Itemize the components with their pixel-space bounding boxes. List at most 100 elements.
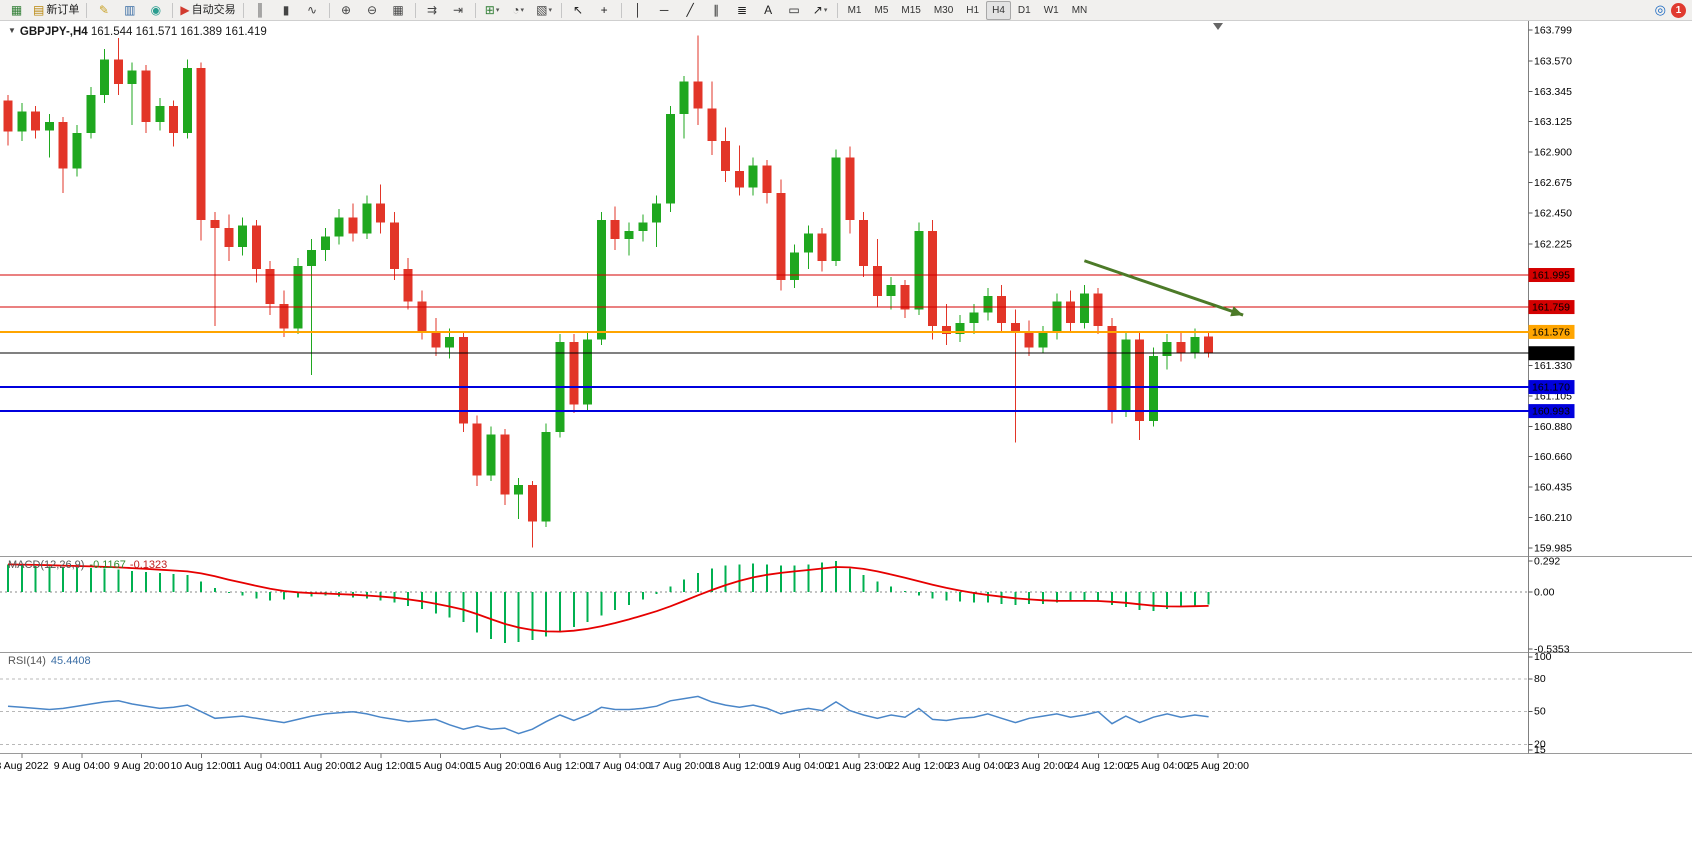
timeframe-m15-button[interactable]: M15 — [901, 4, 921, 16]
trendline-tool-button[interactable]: ╱ — [678, 0, 703, 20]
timeframe-w1-button[interactable]: W1 — [1043, 4, 1059, 16]
horizontal-line-tool-button[interactable]: ─ — [652, 0, 677, 20]
auto-trading-button[interactable]: ▶ 自动交易 — [177, 0, 238, 20]
arrows-tool-button[interactable]: ↗ ▾ — [808, 0, 833, 20]
chart-shift-button[interactable]: ⇥ — [446, 0, 471, 20]
label-tool-button[interactable]: ▭ — [782, 0, 807, 20]
search-icon[interactable]: ◎ — [1654, 2, 1666, 17]
timeframe-h1-button[interactable]: H1 — [966, 4, 980, 16]
rsi-indicator-label: RSI(14) 45.4408 — [8, 655, 91, 667]
svg-text:24 Aug 12:00: 24 Aug 12:00 — [1067, 760, 1129, 772]
svg-text:23 Aug 04:00: 23 Aug 04:00 — [948, 760, 1010, 772]
one-click-trading-toggle[interactable]: ▼ — [8, 26, 16, 35]
data-window-button[interactable]: ▥ — [117, 0, 142, 20]
crosshair-button[interactable]: + — [592, 0, 617, 20]
svg-text:11 Aug 04:00: 11 Aug 04:00 — [231, 760, 292, 772]
macd-signal-line — [7, 563, 1209, 633]
svg-text:15 Aug 04:00: 15 Aug 04:00 — [410, 760, 472, 772]
zoom-in-button[interactable]: ⊕ — [334, 0, 359, 20]
metaeditor-button[interactable]: ✎ — [91, 0, 116, 20]
rsi-name: RSI(14) — [8, 655, 46, 667]
price-tag-161.419: 161.419 — [1528, 346, 1575, 361]
candlestick-mode-button[interactable]: ▮ — [274, 0, 299, 20]
toolbar-separator — [86, 2, 88, 18]
toolbar-separator — [328, 2, 330, 18]
timeframe-h4-button[interactable]: H4 — [986, 0, 1011, 20]
fibonacci-tool-button[interactable]: ≣ — [730, 0, 755, 20]
chart-shift-marker[interactable] — [1213, 23, 1223, 30]
toolbar-separator — [172, 2, 174, 18]
indicators-dropdown-caret[interactable]: ▾ — [495, 6, 500, 14]
svg-text:9 Aug 20:00: 9 Aug 20:00 — [114, 760, 170, 772]
arrows-tool-icon: ↗ — [812, 3, 823, 17]
svg-text:162.675: 162.675 — [1534, 177, 1572, 189]
channel-tool-icon: ∥ — [713, 3, 720, 17]
text-tool-button[interactable]: A — [756, 0, 781, 20]
timeframe-m1-button[interactable]: M1 — [847, 4, 862, 16]
svg-text:-0.5353: -0.5353 — [1534, 644, 1570, 656]
chart-title: ▼ GBPJPY-,H4 161.544 161.571 161.389 161.… — [8, 26, 267, 38]
templates-button[interactable]: ▧ ▾ — [532, 0, 557, 20]
svg-text:10 Aug 12:00: 10 Aug 12:00 — [170, 760, 232, 772]
svg-text:160.993: 160.993 — [1532, 406, 1570, 418]
macd-main-value: -0.1167 — [89, 559, 126, 571]
trendline-tool-icon: ╱ — [686, 3, 694, 17]
toolbar-separator — [620, 2, 622, 18]
toolbar-separator — [560, 2, 562, 18]
auto-scroll-button[interactable]: ⇉ — [420, 0, 445, 20]
toolbar-separator — [474, 2, 476, 18]
rsi-line — [7, 695, 1209, 735]
svg-text:161.576: 161.576 — [1532, 326, 1570, 338]
svg-text:25 Aug 04:00: 25 Aug 04:00 — [1127, 760, 1189, 772]
svg-text:163.799: 163.799 — [1534, 25, 1572, 37]
indicators-icon: ⊞ — [484, 3, 495, 17]
trend-arrow-annotation[interactable] — [1083, 259, 1244, 317]
tile-windows-button[interactable]: ▦ — [386, 0, 411, 20]
svg-text:161.759: 161.759 — [1532, 302, 1570, 314]
arrows-tool-dropdown-caret[interactable]: ▾ — [823, 6, 828, 14]
price-tag-161.576: 161.576 — [1528, 324, 1575, 339]
metaeditor-icon: ✎ — [98, 3, 109, 17]
rsi-value: 45.4408 — [50, 655, 91, 667]
time-axis: 8 Aug 2022 9 Aug 04:00 9 Aug 20:00 10 Aug 1… — [0, 753, 1249, 772]
svg-text:16 Aug 12:00: 16 Aug 12:00 — [529, 760, 591, 772]
svg-text:161.170: 161.170 — [1532, 382, 1570, 394]
toolbar-separator — [414, 2, 416, 18]
svg-text:163.570: 163.570 — [1534, 56, 1572, 68]
navigator-button[interactable]: ◉ — [143, 0, 168, 20]
timeframe-mn-button[interactable]: MN — [1071, 4, 1088, 16]
price-axis: 163.799 163.570 163.345 163.125 162.900 162.6… — [1528, 25, 1572, 555]
candles-group — [3, 35, 1214, 548]
price-tag-160.993: 160.993 — [1528, 404, 1575, 419]
tile-windows-icon: ▦ — [392, 3, 404, 17]
toolbar-separator — [836, 2, 838, 18]
channel-tool-button[interactable]: ∥ — [704, 0, 729, 20]
ohlc-readout: 161.544 161.571 161.389 161.419 — [90, 26, 267, 38]
periods-icon: ◔ — [512, 3, 520, 17]
label-tool-icon: ▭ — [788, 3, 800, 17]
macd-signal-value: -0.1323 — [129, 559, 168, 571]
horizontal-line-tool-icon: ─ — [659, 3, 669, 17]
new-order-button[interactable]: ▤ 新订单 — [30, 0, 82, 20]
new-chart-button[interactable]: ▦ — [4, 0, 29, 20]
indicators-button[interactable]: ⊞ ▾ — [480, 0, 505, 20]
chart-frame — [0, 21, 1692, 754]
svg-text:17 Aug 20:00: 17 Aug 20:00 — [649, 760, 711, 772]
line-chart-mode-button[interactable]: ∿ — [300, 0, 325, 20]
vertical-line-tool-button[interactable]: │ — [626, 0, 651, 20]
periods-dropdown-caret[interactable]: ▾ — [520, 6, 524, 14]
templates-dropdown-caret[interactable]: ▾ — [548, 6, 552, 14]
line-chart-mode-icon: ∿ — [307, 3, 318, 17]
cursor-button[interactable]: ↖ — [566, 0, 591, 20]
timeframe-m30-button[interactable]: M30 — [933, 4, 954, 16]
notification-badge[interactable]: 1 — [1671, 2, 1686, 18]
price-tag-161.759: 161.759 — [1528, 300, 1575, 315]
timeframe-d1-button[interactable]: D1 — [1017, 4, 1031, 16]
zoom-out-button[interactable]: ⊖ — [360, 0, 385, 20]
periods-button[interactable]: ◔ ▾ — [506, 0, 531, 20]
crosshair-icon: + — [600, 3, 608, 17]
svg-text:15 Aug 20:00: 15 Aug 20:00 — [469, 760, 531, 772]
timeframe-m5-button[interactable]: M5 — [874, 4, 889, 16]
bar-chart-mode-button[interactable]: ║ — [248, 0, 273, 20]
